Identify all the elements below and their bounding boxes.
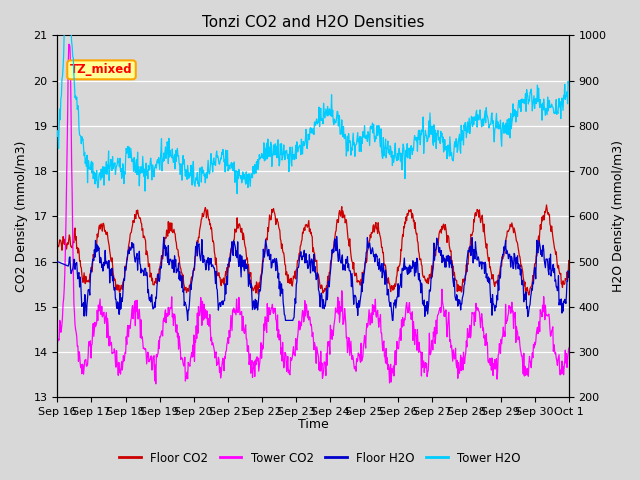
Title: Tonzi CO2 and H2O Densities: Tonzi CO2 and H2O Densities [202,15,424,30]
X-axis label: Time: Time [298,419,328,432]
Y-axis label: H2O Density (mmol/m3): H2O Density (mmol/m3) [612,140,625,292]
Text: TZ_mixed: TZ_mixed [70,63,133,76]
Y-axis label: CO2 Density (mmol/m3): CO2 Density (mmol/m3) [15,141,28,292]
Legend: Floor CO2, Tower CO2, Floor H2O, Tower H2O: Floor CO2, Tower CO2, Floor H2O, Tower H… [115,447,525,469]
